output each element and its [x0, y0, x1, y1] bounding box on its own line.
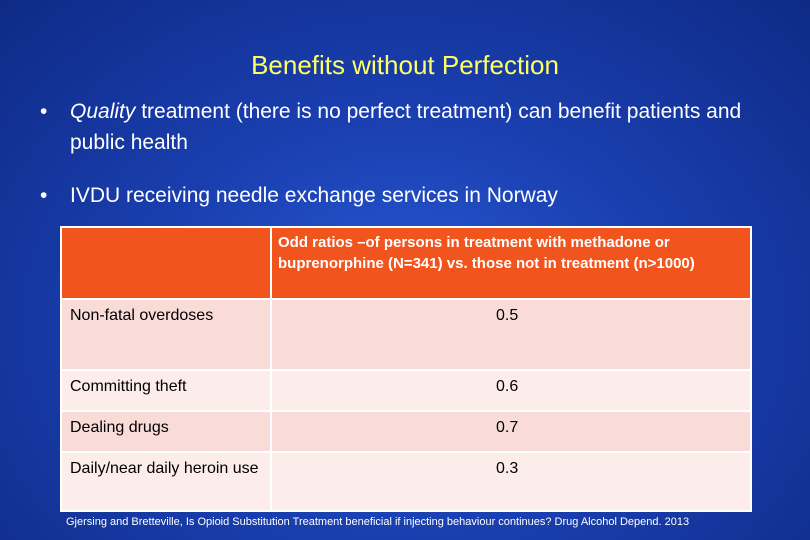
bullet-rest: treatment (there is no perfect treatment…	[70, 100, 742, 154]
slide-title: Benefits without Perfection	[251, 50, 559, 80]
header-text: Odd ratios –of persons in treatment with…	[278, 234, 695, 272]
row-label: Daily/near daily heroin use	[60, 451, 272, 512]
header-empty-cell	[60, 226, 272, 300]
table-row: Committing theft 0.6	[60, 369, 752, 412]
bullet-text: Quality treatment (there is no perfect t…	[70, 96, 750, 158]
odds-ratio-table: Odd ratios –of persons in treatment with…	[60, 226, 752, 512]
bullet-text: IVDU receiving needle exchange services …	[70, 184, 558, 207]
citation: Gjersing and Bretteville, Is Opioid Subs…	[66, 516, 690, 528]
header-cell: Odd ratios –of persons in treatment with…	[270, 226, 752, 300]
table-row: Dealing drugs 0.7	[60, 410, 752, 453]
bullet-emphasis: Quality	[70, 100, 136, 123]
bullet-marker: •	[40, 100, 48, 123]
table-header-row: Odd ratios –of persons in treatment with…	[60, 226, 752, 300]
row-value: 0.5	[270, 298, 752, 371]
table-row: Non-fatal overdoses 0.5	[60, 298, 752, 371]
table-row: Daily/near daily heroin use 0.3	[60, 451, 752, 512]
row-label: Dealing drugs	[60, 410, 272, 453]
row-label: Committing theft	[60, 369, 272, 412]
row-label: Non-fatal overdoses	[60, 298, 272, 371]
row-value: 0.6	[270, 369, 752, 412]
bullet-marker: •	[40, 184, 48, 207]
row-value: 0.7	[270, 410, 752, 453]
row-value: 0.3	[270, 451, 752, 512]
